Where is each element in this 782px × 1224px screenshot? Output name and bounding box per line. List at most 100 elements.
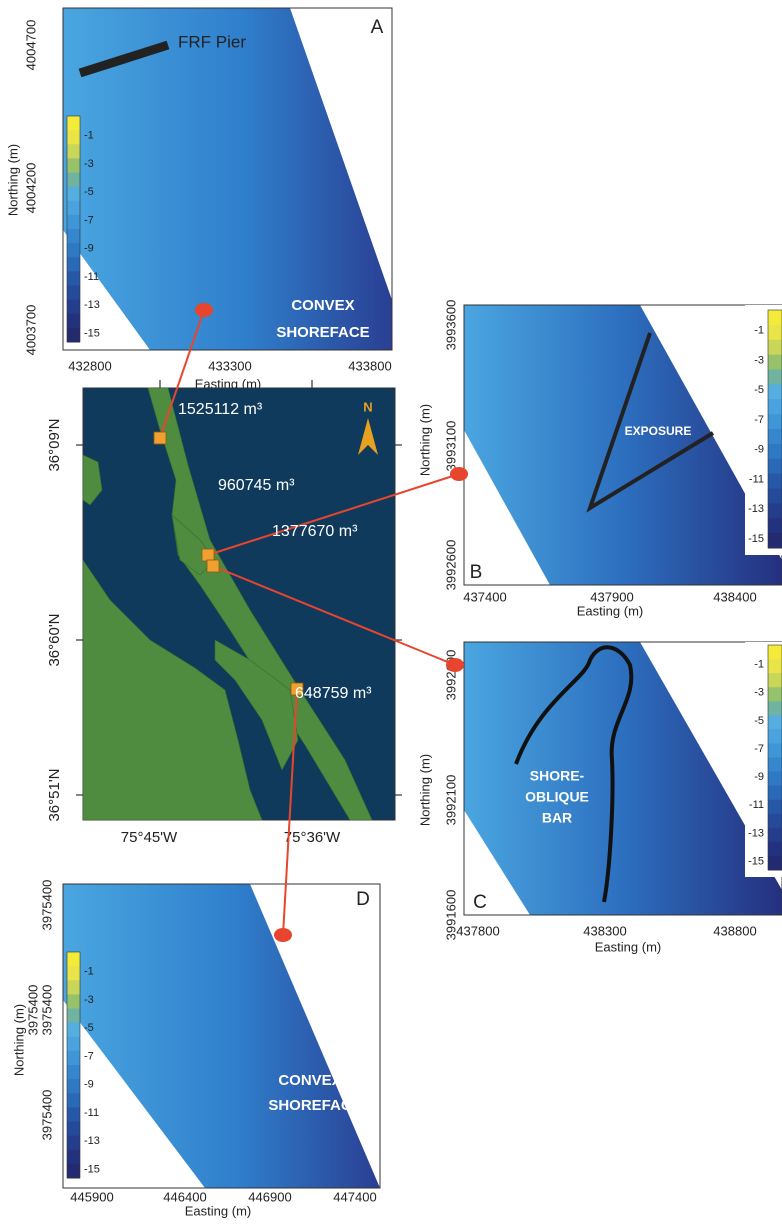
legend-band bbox=[67, 1079, 80, 1094]
legend-label: -5 bbox=[754, 715, 764, 727]
y-tick-label: 3975400 bbox=[39, 880, 54, 931]
legend-band bbox=[67, 1022, 80, 1038]
site-volume: 1377670 m³ bbox=[272, 523, 358, 540]
x-tick-label: 433300 bbox=[208, 358, 251, 373]
legend-label: -15 bbox=[84, 1163, 100, 1175]
legend-label: -3 bbox=[84, 994, 94, 1006]
y-tick-label: 3993100 bbox=[443, 421, 458, 472]
legend-band bbox=[67, 1135, 80, 1151]
legend-band bbox=[67, 1107, 80, 1122]
map-frame bbox=[463, 304, 782, 586]
legend-band bbox=[768, 399, 782, 415]
legend-band bbox=[67, 130, 80, 145]
legend-band bbox=[768, 799, 782, 815]
legend-label: -5 bbox=[754, 384, 764, 396]
y-tick-label: 4003700 bbox=[23, 305, 38, 356]
legend-band bbox=[67, 229, 80, 244]
legend-label: -1 bbox=[754, 659, 764, 671]
x-axis-title: Easting (m) bbox=[185, 1203, 251, 1218]
x-tick-label: 437800 bbox=[456, 923, 499, 938]
legend-band bbox=[768, 369, 782, 385]
x-axis-title: Easting (m) bbox=[595, 939, 661, 954]
legend-band bbox=[768, 518, 782, 534]
legend-band bbox=[67, 1008, 80, 1024]
map-frame bbox=[62, 7, 393, 351]
legend-band bbox=[768, 659, 782, 674]
y-axis-title: Northing (m) bbox=[11, 1004, 26, 1076]
connector bbox=[212, 565, 456, 666]
y-tick-label: 3992600 bbox=[443, 540, 458, 591]
x-tick-label: 438400 bbox=[713, 589, 756, 604]
annotation: SHOREFACE bbox=[276, 324, 369, 341]
map-frame bbox=[463, 641, 782, 916]
legend-band bbox=[768, 687, 782, 702]
legend-frame bbox=[66, 951, 81, 1179]
x-axis-title: Easting (m) bbox=[577, 603, 643, 618]
legend-band bbox=[768, 384, 782, 400]
y-tick-label: 3975400 bbox=[39, 1090, 54, 1141]
annotation: CONVEX bbox=[278, 1072, 341, 1089]
land bbox=[82, 559, 263, 821]
legend-band bbox=[768, 827, 782, 843]
longitude-label: 75°45'W bbox=[121, 829, 178, 846]
site-volume: 1525112 m³ bbox=[178, 401, 263, 418]
legend-label: -13 bbox=[84, 299, 100, 311]
legend-band bbox=[67, 1121, 80, 1137]
legend-band bbox=[67, 271, 80, 286]
legend-frame bbox=[66, 115, 81, 343]
connector bbox=[207, 473, 460, 556]
x-tick-label: 446900 bbox=[248, 1189, 291, 1204]
y-tick-label: 3975400 bbox=[39, 985, 54, 1036]
legend-band bbox=[67, 200, 80, 216]
annotation: EXPOSURE bbox=[625, 424, 692, 438]
panel-letter: A bbox=[371, 17, 384, 38]
annotation: OBLIQUE bbox=[525, 789, 589, 805]
legend-label: -3 bbox=[754, 354, 764, 366]
y-tick-label: 4004700 bbox=[23, 20, 38, 71]
site-marker bbox=[290, 682, 304, 696]
site-volume: 960745 m³ bbox=[218, 477, 295, 494]
legend-band bbox=[67, 952, 80, 967]
legend-band bbox=[768, 645, 782, 660]
longitude-label: 75°36'W bbox=[284, 829, 341, 846]
legend-band bbox=[768, 488, 782, 504]
connector bbox=[159, 309, 205, 439]
legend-band bbox=[768, 813, 782, 829]
annotation: CONVEX bbox=[291, 297, 354, 314]
legend-band bbox=[67, 214, 80, 230]
legend-frame bbox=[767, 309, 782, 549]
latitude-label: 36°60'N bbox=[46, 613, 63, 666]
legend-frame bbox=[767, 644, 782, 871]
y-axis-title: Northing (m) bbox=[417, 404, 432, 476]
legend-label: -9 bbox=[754, 771, 764, 783]
legend-label: -13 bbox=[748, 827, 764, 839]
legend-label: -11 bbox=[749, 473, 764, 485]
site-volume: 648759 m³ bbox=[295, 685, 372, 702]
legend-band bbox=[768, 473, 782, 489]
legend-label: -3 bbox=[84, 158, 94, 170]
panel-letter: D bbox=[356, 889, 370, 910]
legend-band bbox=[67, 172, 80, 188]
pier bbox=[78, 40, 170, 78]
legend-band bbox=[67, 186, 80, 202]
y-tick-label: 4004200 bbox=[23, 163, 38, 214]
site-dot bbox=[446, 658, 464, 672]
legend-label: -1 bbox=[84, 966, 94, 978]
legend-label: -3 bbox=[754, 687, 764, 699]
panel-letter: B bbox=[470, 562, 483, 583]
site-marker bbox=[153, 431, 167, 445]
y-tick-label: 3992100 bbox=[443, 775, 458, 826]
legend-label: -13 bbox=[84, 1135, 100, 1147]
legend-band bbox=[768, 743, 782, 758]
latitude-label: 36°51'N bbox=[46, 768, 63, 821]
legend-band bbox=[768, 673, 782, 688]
legend-label: -1 bbox=[754, 325, 764, 337]
legend-band bbox=[67, 1050, 80, 1066]
x-tick-label: 437400 bbox=[463, 589, 506, 604]
connector bbox=[282, 688, 298, 936]
legend-band bbox=[67, 980, 80, 995]
bathymetry bbox=[464, 305, 782, 585]
bathymetry bbox=[464, 642, 782, 915]
annotation: SHORE- bbox=[530, 768, 585, 784]
